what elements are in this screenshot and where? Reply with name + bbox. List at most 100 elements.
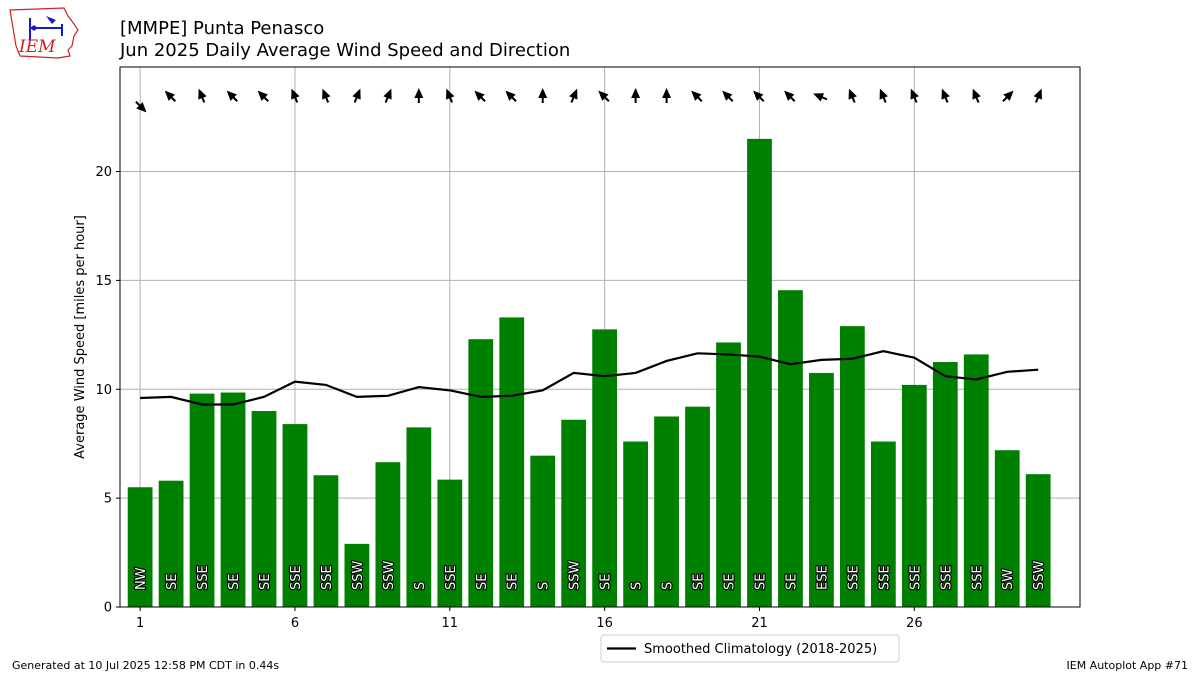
wind-arrow-head [257,90,268,101]
wind-arrow-head [352,88,361,100]
wind-speed-bar [282,424,308,607]
wind-direction-label: SSW [568,560,583,590]
wind-speed-bar [220,392,246,607]
wind-speed-bar [375,462,401,607]
wind-arrow-head [164,90,175,101]
wind-arrow-head [813,93,825,102]
wind-speed-bar [313,475,339,607]
wind-speed-bar [716,342,741,607]
legend-box [600,634,900,663]
wind-direction-label: SE [506,574,521,590]
iowa-outline [9,7,79,59]
wind-direction-label: S [537,582,552,590]
wind-direction-label: S [630,582,645,590]
x-tick-label: 21 [751,616,768,631]
wind-arrow-head [291,88,300,100]
wind-arrow-head [226,90,237,101]
wind-arrow-head [972,88,981,100]
wind-speed-bar [685,406,710,607]
wind-arrow-head [941,88,950,100]
wind-speed-bar [158,480,184,607]
wind-speed-bar [561,419,587,607]
legend-label: Smoothed Climatology (2018-2025) [644,642,877,657]
wind-direction-label: SE [475,574,490,590]
wind-direction-label: SE [692,574,707,590]
wind-arrow-head [784,90,795,101]
wind-arrow-head [446,88,455,100]
wind-direction-label: SE [599,574,614,590]
wind-direction-label: SSE [939,565,954,590]
wind-speed-bar [932,362,958,607]
wind-arrow-head [383,88,392,100]
wind-speed-bar [778,290,803,607]
wind-arrow-head [848,88,857,100]
wind-direction-label: SSE [320,565,335,590]
wind-direction-label: S [413,582,428,590]
wind-arrow-head [598,90,609,101]
wind-speed-bar [189,393,215,607]
wind-speed-bar [1025,474,1051,607]
x-tick-label: 26 [906,616,923,631]
wind-speed-bar [406,427,432,607]
wind-speed-bar [747,138,772,607]
wind-arrow-head [1033,88,1042,100]
wind-direction-label: SSE [846,565,861,590]
wind-direction-label: SSE [908,565,923,590]
wind-direction-label: SE [784,574,799,590]
y-axis-label: Average Wind Speed [miles per hour] [73,215,88,459]
wind-speed-bar [623,441,648,607]
wind-speed-bar [530,455,556,607]
wind-direction-label: SE [723,574,738,590]
wind-vane-icon [46,16,56,24]
wind-speed-bar [963,354,989,607]
wind-arrow-head [505,90,516,101]
wind-direction-label: SSW [1032,560,1047,590]
wind-speed-bar [840,326,865,607]
wind-direction-label: SSE [877,565,892,590]
y-tick-label: 20 [95,165,112,180]
wind-speed-bar [654,416,679,607]
wind-speed-bar [901,384,927,607]
wind-arrow-head [662,88,672,98]
y-tick-label: 0 [104,601,112,616]
chart-title-period: Jun 2025 Daily Average Wind Speed and Di… [120,40,571,61]
wind-speed-bar [127,487,153,607]
x-tick-label: 1 [136,616,144,631]
x-tick-label: 6 [291,616,299,631]
wind-direction-label: SSW [351,560,366,590]
wind-arrow-head [474,90,485,101]
wind-direction-label: SE [258,574,273,590]
wind-arrow-head [569,88,578,100]
wind-arrow-head [691,90,702,101]
wind-arrow-head [198,88,207,100]
wind-arrow-head [753,90,764,101]
chart-title-station: [MMPE] Punta Penasco [120,18,325,39]
wind-arrow-head [136,102,147,113]
wind-direction-label: SSE [196,565,211,590]
wind-direction-label: ESE [815,565,830,590]
wind-direction-label: SSE [289,565,304,590]
wind-speed-bar [870,441,896,607]
wind-direction-label: SW [1001,569,1016,590]
wind-direction-label: SSW [382,560,397,590]
wind-direction-label: NW [134,567,149,590]
iem-logo: IEM [9,7,79,59]
wind-arrow-head [322,88,331,100]
wind-direction-label: S [661,582,676,590]
wind-arrow-head [722,90,733,101]
wind-arrow-head [910,88,919,100]
wind-speed-bar [437,479,463,607]
wind-direction-label: SSE [444,565,459,590]
y-tick-label: 5 [104,492,112,507]
wind-speed-bar [499,317,525,607]
y-tick-label: 15 [95,274,112,289]
x-tick-label: 16 [596,616,613,631]
wind-direction-label: SSE [970,565,985,590]
wind-speed-bar [468,339,494,607]
plot-frame [119,66,1081,608]
generated-timestamp: Generated at 10 Jul 2025 12:58 PM CDT in… [12,659,280,672]
wind-speed-bar [344,543,370,607]
wind-speed-bar [592,329,618,607]
wind-speed-bar [809,372,834,607]
